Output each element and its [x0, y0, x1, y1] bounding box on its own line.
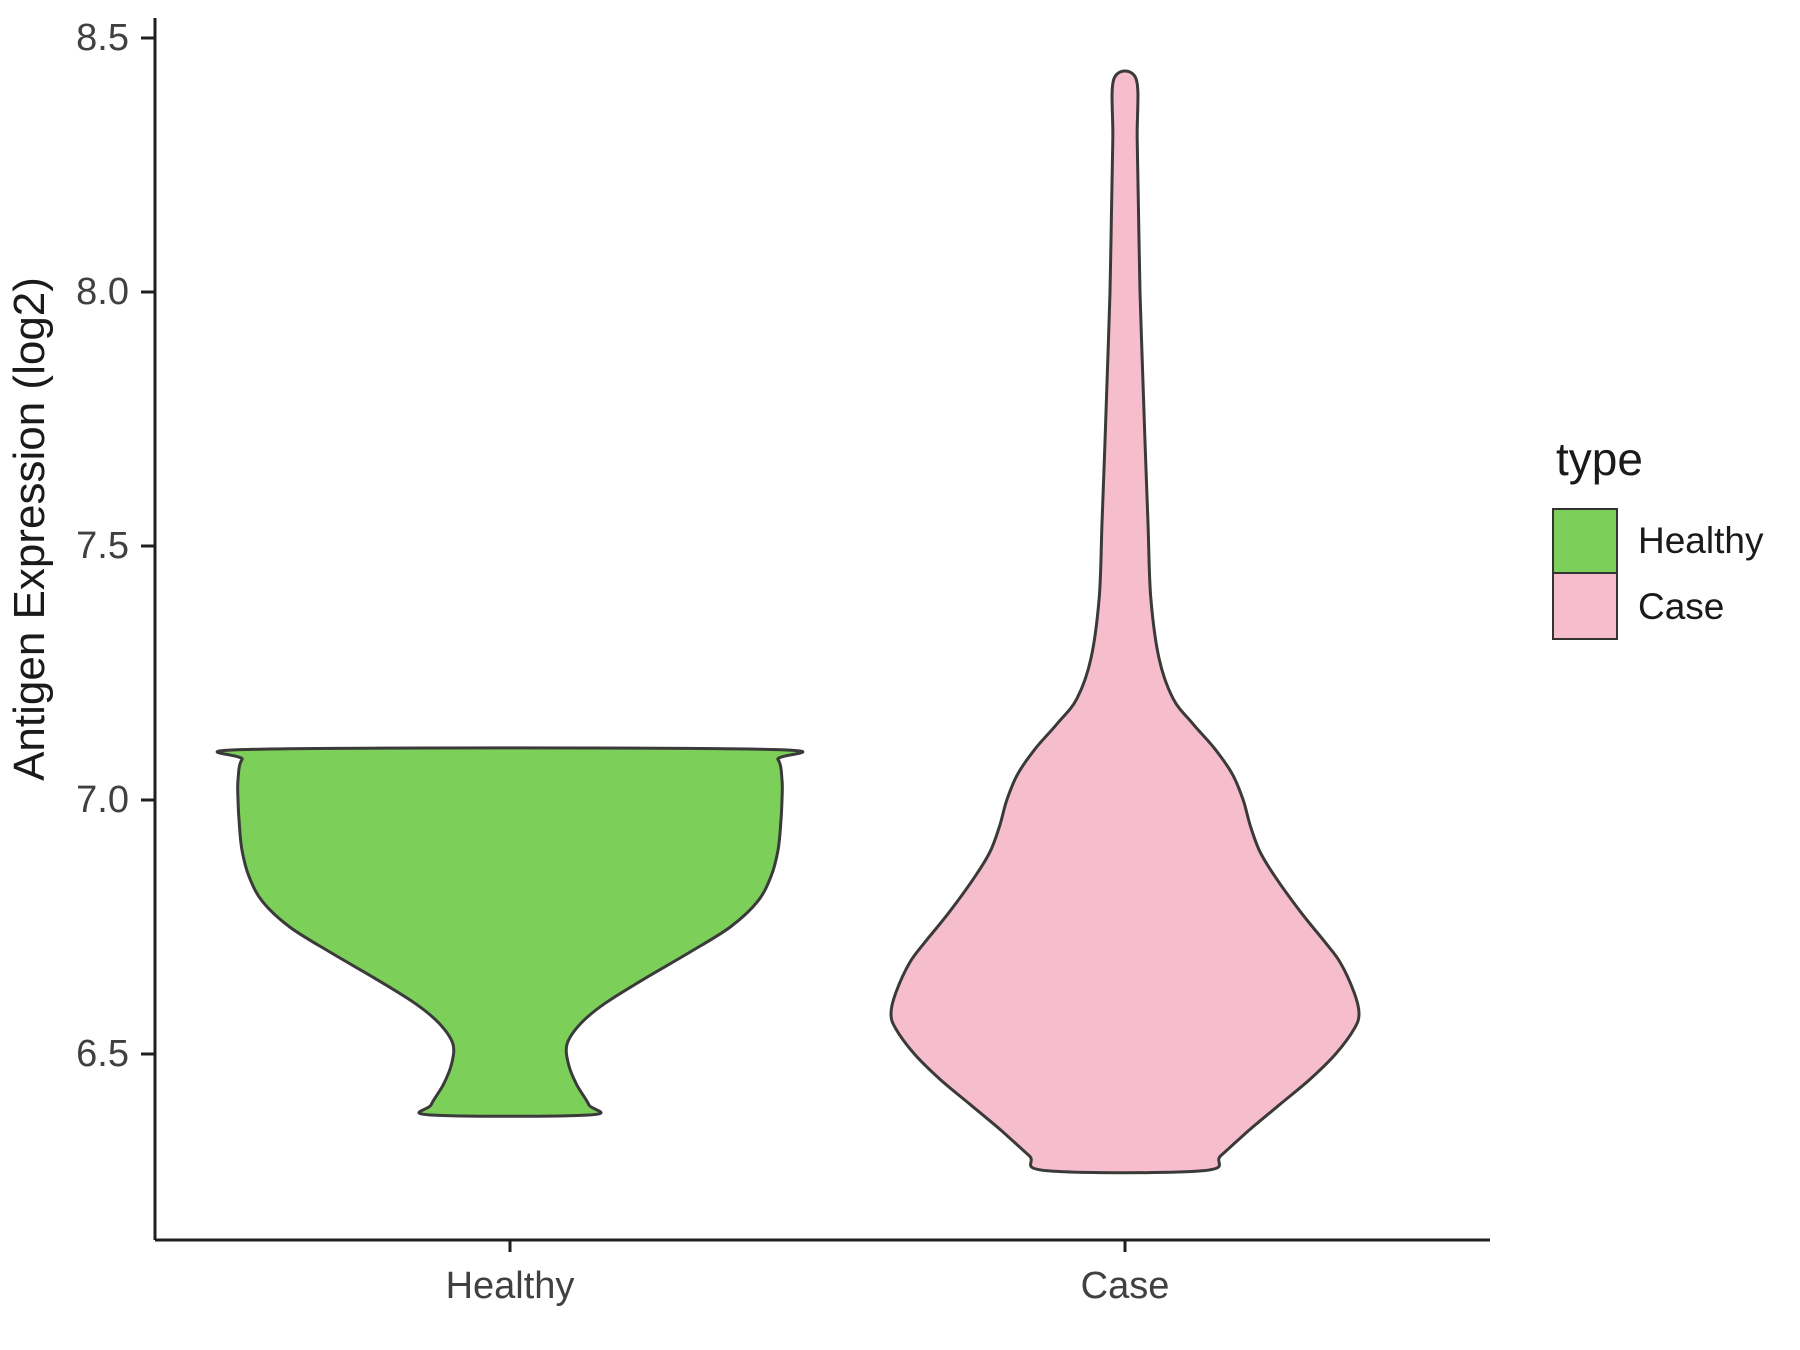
y-tick-label: 7.0 [76, 779, 129, 821]
legend-label-healthy: Healthy [1638, 520, 1764, 561]
x-category-label: Case [1081, 1265, 1170, 1307]
y-tick-label: 8.5 [76, 17, 129, 59]
legend-item-healthy: Healthy [1552, 508, 1763, 574]
legend-item-case: Case [1552, 574, 1763, 640]
y-tick-label: 8.0 [76, 271, 129, 313]
y-tick-label: 6.5 [76, 1033, 129, 1075]
legend: type Healthy Case [1552, 432, 1763, 640]
legend-label-case: Case [1638, 586, 1725, 627]
legend-title: type [1556, 433, 1643, 485]
y-axis-title: Antigen Expression (log2) [5, 277, 54, 781]
legend-swatch-healthy [1552, 508, 1618, 574]
y-tick-label: 7.5 [76, 525, 129, 567]
violin-case [889, 69, 1361, 1175]
legend-swatch-case [1552, 574, 1618, 640]
x-category-label: Healthy [446, 1265, 575, 1307]
violin-healthy [215, 746, 805, 1118]
